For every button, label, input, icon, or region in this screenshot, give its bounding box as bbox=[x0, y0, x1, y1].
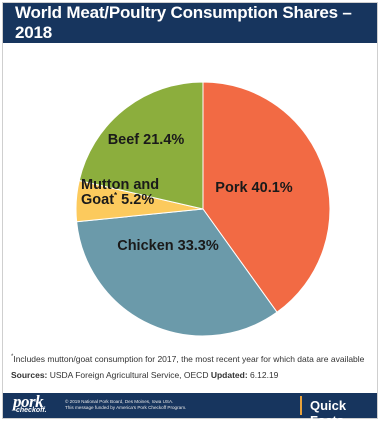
slice-label-mutton-goat-line2: Goat* 5.2% bbox=[81, 191, 154, 208]
updated-value: 6.12.19 bbox=[247, 370, 279, 380]
logo-sub: checkoff. bbox=[16, 407, 47, 414]
sources-line: Sources: USDA Foreign Agricultural Servi… bbox=[11, 369, 377, 381]
sources-text: USDA Foreign Agricultural Service, OECD bbox=[47, 370, 211, 380]
slice-label-pork: Pork 40.1% bbox=[215, 180, 292, 196]
chart-title-bar: World Meat/Poultry Consumption Shares – … bbox=[3, 3, 377, 43]
pie-slice-chicken bbox=[76, 208, 278, 337]
logo-word: pork bbox=[13, 392, 44, 411]
legal-text: © 2019 National Pork Board, Des Moines, … bbox=[65, 399, 285, 411]
slice-label-beef: Beef 21.4% bbox=[108, 132, 185, 148]
pie-slice-pork bbox=[202, 81, 331, 313]
footnote: *Includes mutton/goat consumption for 20… bbox=[11, 351, 382, 365]
updated-label: Updated: bbox=[210, 370, 248, 380]
footer-divider bbox=[300, 396, 302, 415]
sources-label: Sources: bbox=[11, 370, 48, 380]
slice-label-chicken: Chicken 33.3% bbox=[117, 238, 219, 254]
pie-chart: Pork 40.1% Chicken 33.3% Beef 21.4% Mutt… bbox=[75, 81, 331, 337]
slice-label-mutton-goat-line1: Mutton and bbox=[81, 177, 159, 193]
footer-bar: pork checkoff. © 2019 National Pork Boar… bbox=[3, 392, 377, 428]
footnote-text: Includes mutton/goat consumption for 201… bbox=[13, 353, 365, 364]
legal-line-1: © 2019 National Pork Board, Des Moines, … bbox=[65, 399, 174, 404]
quick-facts-label: Quick Facts bbox=[310, 398, 347, 428]
footnote-marker: * bbox=[11, 354, 14, 360]
quick-facts-card: World Meat/Poultry Consumption Shares – … bbox=[2, 2, 378, 428]
legal-line-2: This message funded by America's Pork Ch… bbox=[65, 405, 187, 410]
pork-checkoff-logo: pork checkoff. bbox=[13, 392, 59, 416]
chart-title: World Meat/Poultry Consumption Shares – … bbox=[15, 3, 352, 42]
pie-slice-beef bbox=[78, 81, 204, 210]
